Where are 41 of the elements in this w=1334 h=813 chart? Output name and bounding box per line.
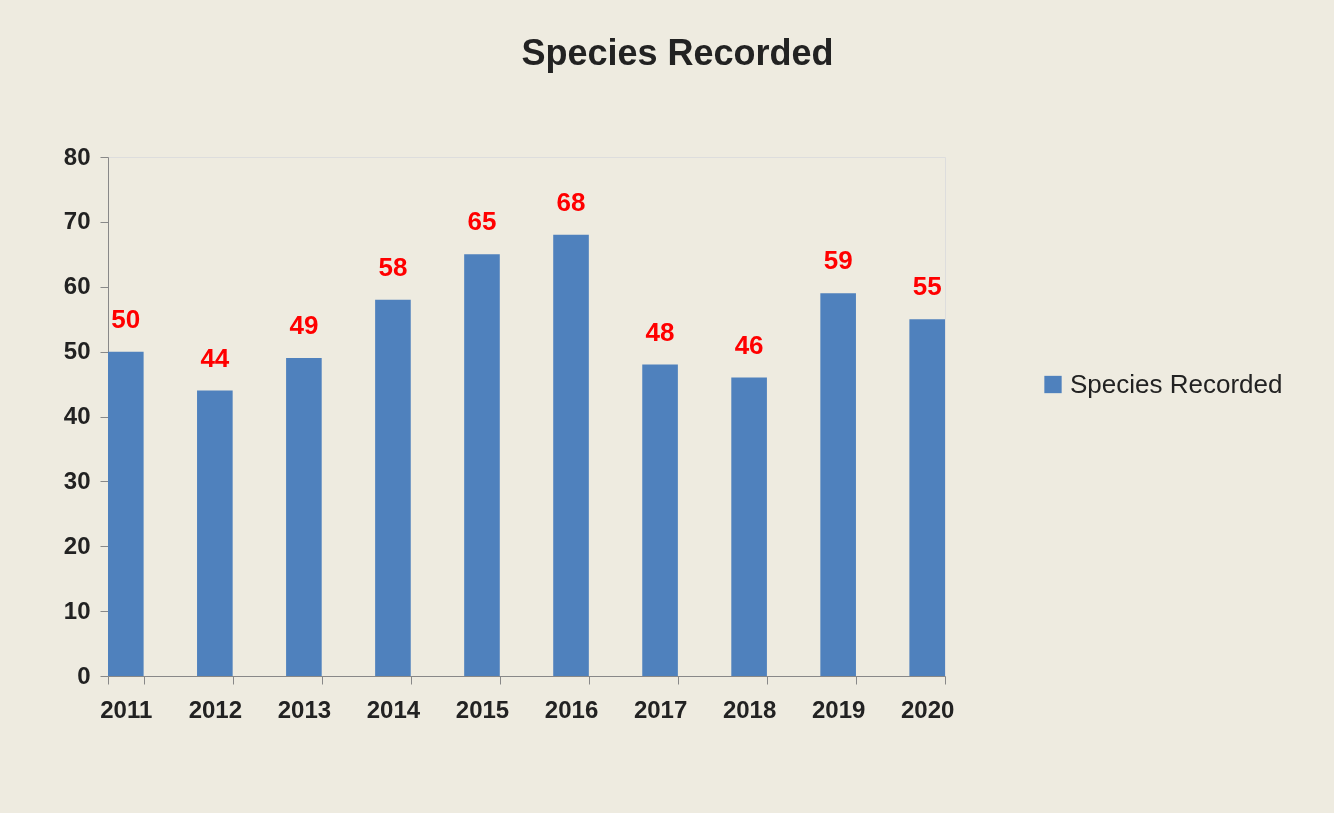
y-tick-label: 20 (63, 531, 91, 559)
x-tick-label: 2012 (188, 695, 243, 723)
chart-title: Species Recorded (521, 32, 834, 73)
x-tick-label: 2015 (455, 695, 510, 723)
bar (642, 364, 678, 676)
data-label: 65 (467, 206, 497, 237)
x-tick-label: 2020 (901, 695, 955, 723)
data-label: 44 (200, 342, 230, 373)
y-tick-label: 60 (63, 272, 91, 300)
data-label: 55 (912, 271, 942, 302)
x-tick-label: 2014 (366, 695, 421, 723)
x-tick-label: 2013 (277, 695, 332, 723)
y-tick-label: 10 (63, 596, 91, 624)
y-tick-label: 80 (63, 142, 91, 170)
legend-label: Species Recorded (1070, 368, 1283, 399)
x-tick-label: 2019 (811, 695, 866, 723)
y-tick-label: 50 (63, 337, 91, 365)
data-label: 59 (823, 245, 853, 276)
data-label: 48 (645, 316, 675, 347)
x-tick-label: 2016 (544, 695, 599, 723)
x-tick-label: 2017 (633, 695, 688, 723)
y-tick-label: 40 (63, 402, 91, 429)
bar (553, 234, 589, 676)
x-tick-label: 2011 (100, 695, 153, 723)
bar (731, 377, 767, 676)
bar (108, 351, 144, 676)
data-label: 49 (289, 310, 319, 341)
data-label: 50 (111, 303, 141, 334)
data-label: 58 (378, 251, 408, 282)
x-tick-label: 2018 (722, 695, 777, 723)
y-tick-label: 0 (77, 661, 91, 689)
y-tick-label: 30 (63, 466, 91, 494)
bar (909, 319, 945, 676)
bar (464, 254, 500, 676)
y-tick-label: 70 (63, 207, 91, 235)
bar (286, 358, 322, 676)
data-label: 46 (734, 329, 764, 360)
bar (197, 390, 233, 676)
bar (375, 299, 411, 676)
bar (820, 293, 856, 676)
data-label: 68 (556, 186, 586, 217)
